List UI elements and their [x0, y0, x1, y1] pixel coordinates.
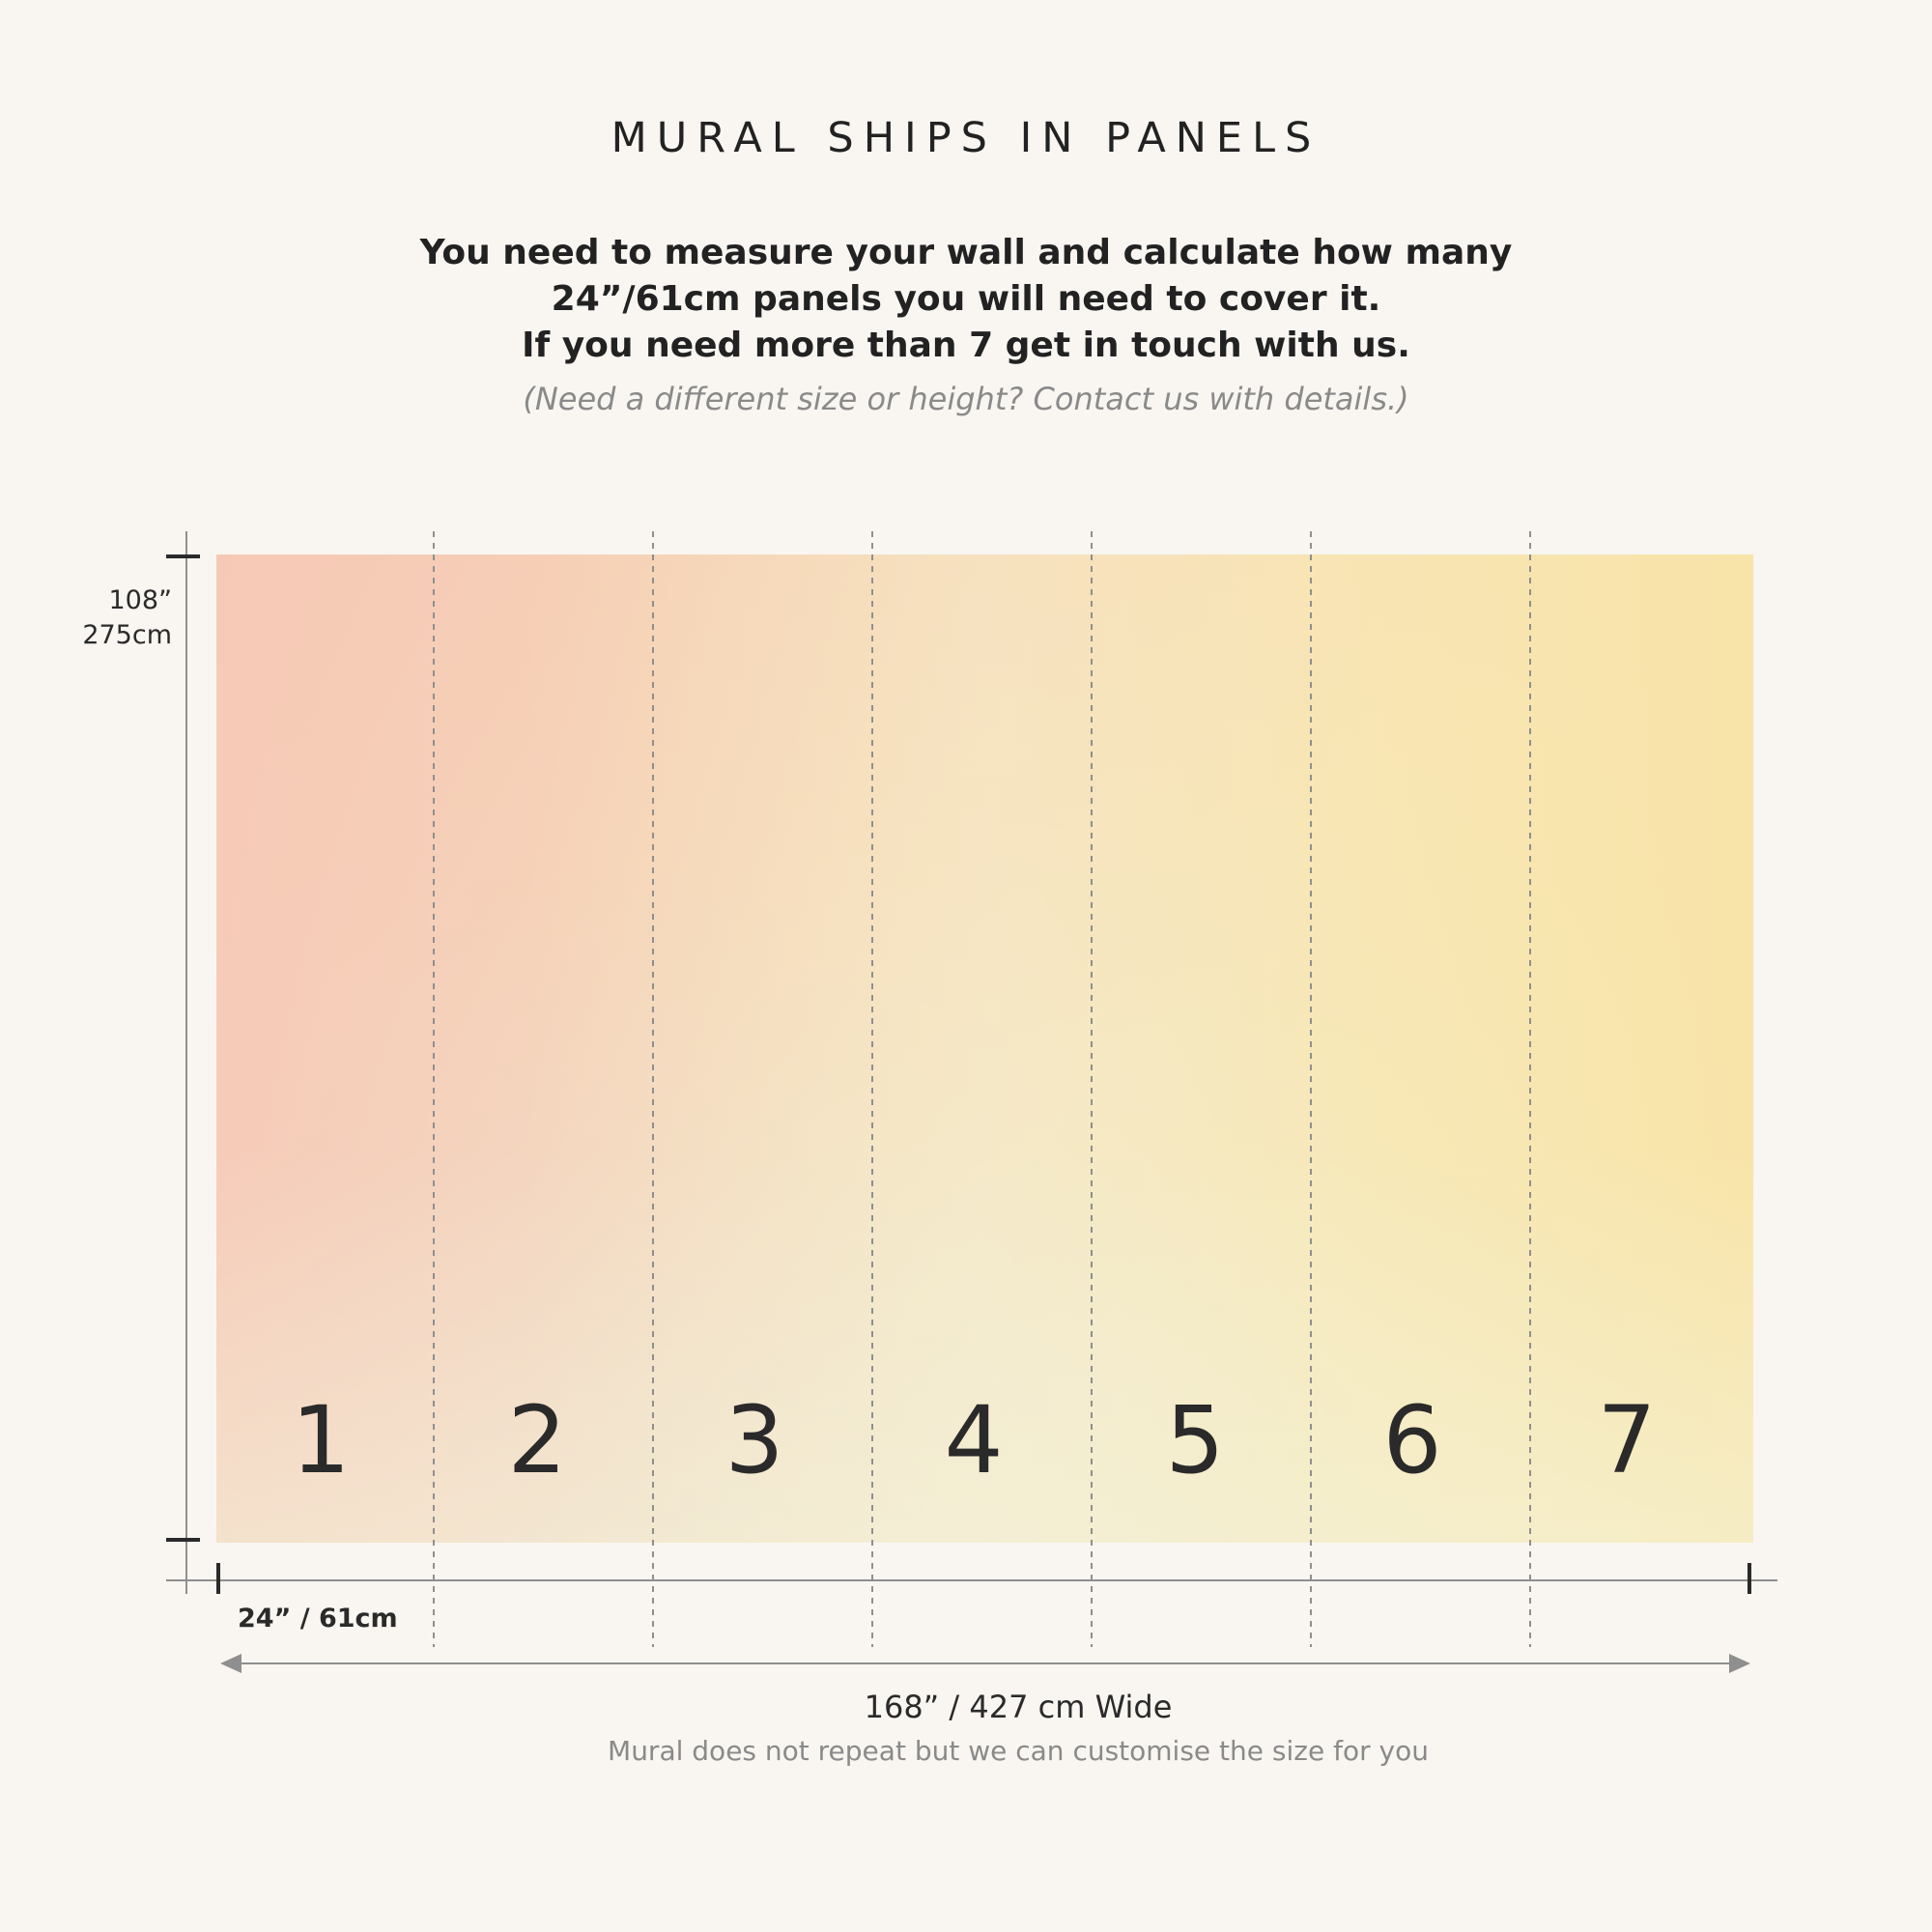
base-ticks	[216, 1563, 1751, 1594]
instruction-line: You need to measure your wall and calcul…	[419, 233, 1513, 272]
panel-number-2: 2	[507, 1386, 567, 1494]
panel-number-3: 3	[724, 1386, 784, 1494]
mural-gradient-overlay-bottom	[216, 554, 1753, 1543]
panel-number-6: 6	[1382, 1386, 1442, 1494]
height-label-cm: 275cm	[82, 620, 172, 650]
width-arrow	[220, 1654, 1750, 1673]
instruction-line: If you need more than 7 get in touch wit…	[522, 326, 1410, 365]
panel-width-label: 24” / 61cm	[238, 1604, 398, 1634]
repeat-note: Mural does not repeat but we can customi…	[608, 1735, 1429, 1767]
page-title: MURAL SHIPS IN PANELS	[611, 114, 1321, 162]
height-label-inches: 108”	[108, 585, 172, 615]
panel-number-7: 7	[1597, 1386, 1657, 1494]
panel-number-5: 5	[1165, 1386, 1225, 1494]
arrow-right-icon	[1729, 1654, 1750, 1673]
contact-note: (Need a different size or height? Contac…	[523, 381, 1409, 417]
height-ticks	[166, 554, 200, 1542]
arrow-left-icon	[220, 1654, 242, 1673]
instructions: You need to measure your wall and calcul…	[0, 230, 1932, 369]
panel-dividers	[433, 531, 1531, 1647]
instruction-line: 24”/61cm panels you will need to cover i…	[551, 279, 1381, 319]
panel-number-4: 4	[944, 1386, 1004, 1494]
total-width-label: 168” / 427 cm Wide	[864, 1689, 1173, 1725]
mural-preview	[216, 554, 1753, 1543]
panel-number-1: 1	[291, 1386, 351, 1494]
